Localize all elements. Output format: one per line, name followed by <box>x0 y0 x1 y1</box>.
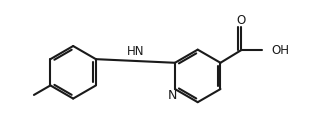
Text: O: O <box>237 14 246 27</box>
Text: N: N <box>168 89 177 102</box>
Text: OH: OH <box>271 44 289 57</box>
Text: HN: HN <box>127 45 144 58</box>
